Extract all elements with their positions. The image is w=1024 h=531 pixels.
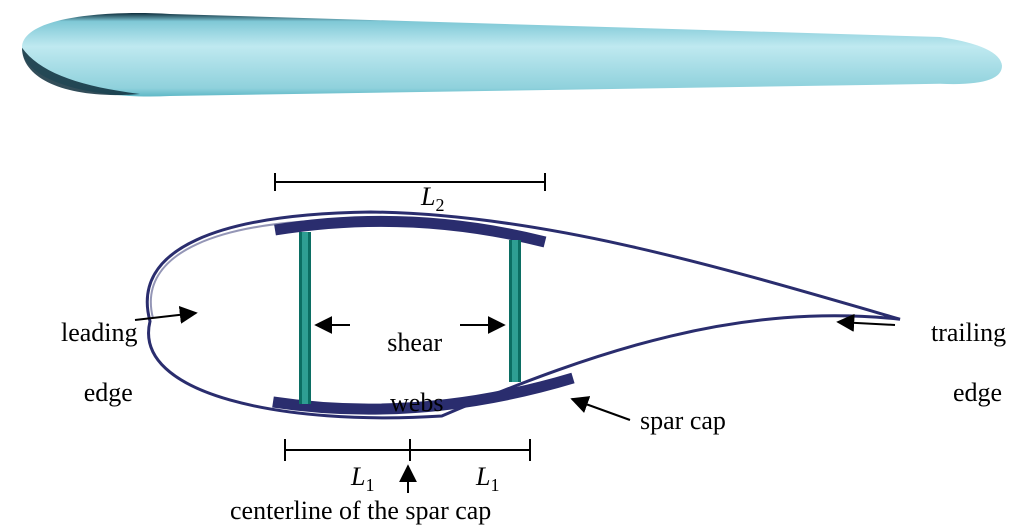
dimension-l2-label: L2 [395,152,444,246]
airfoil-cross-section [147,212,900,418]
leading-edge-label: leading edge [35,288,138,437]
dimension-l1-left-label: L1 [325,432,374,526]
shear-webs-label: shear webs [360,298,443,447]
arrow-trailing-edge [838,322,895,325]
dimension-l1-right-label: L1 [450,432,499,526]
spar-cap-label: spar cap [640,406,726,436]
blade-3d [22,13,1002,96]
shear-web [299,232,311,404]
arrow-spar-cap [572,399,630,420]
trailing-edge-label: trailing edge [905,288,1006,437]
shear-web [509,240,521,382]
